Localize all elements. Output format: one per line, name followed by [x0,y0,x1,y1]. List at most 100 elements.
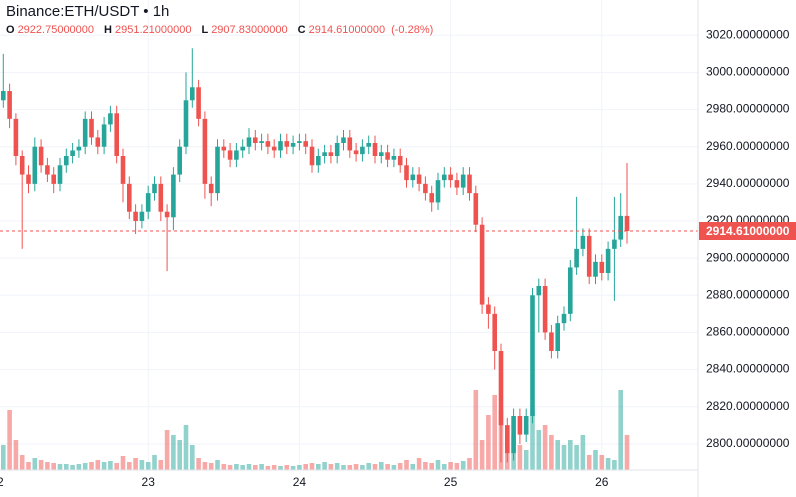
volume-bar [234,464,239,470]
volume-bar [473,390,479,470]
candle-body [297,141,302,143]
volume-bar [479,440,485,470]
volume-bar [416,458,422,470]
volume-bar [152,455,157,470]
volume-bar [334,463,340,470]
volume-bar [599,455,605,470]
y-tick-label: 2840.00000000 [706,362,790,376]
volume-bar [379,462,384,470]
volume-bar [429,463,434,470]
legend-value: 2907.83000000 [211,24,287,36]
volume-bar [278,466,283,470]
candle-body [353,150,359,155]
volume-bar [555,440,560,470]
candle-body [593,261,598,277]
volume-bar [26,462,31,470]
volume-bar [13,440,19,470]
candle-body [265,141,271,147]
candle-body [580,235,586,249]
volume-bar [64,464,69,470]
volume-bar [95,460,101,470]
volume-bar [397,463,403,470]
candle-body [51,174,56,184]
candle-body [435,180,441,203]
candle-body [259,141,264,143]
candle-body [612,239,617,249]
candle-body [57,165,63,184]
candle-body [322,152,327,156]
candle-body [505,425,510,454]
candle-body [38,146,44,166]
candle-body [171,174,176,218]
volume-bar [448,462,453,470]
volume-bar [492,395,497,470]
candle-body [101,124,107,147]
volume-bar [133,458,138,470]
candle-body [127,183,132,212]
volume-bar [605,458,611,470]
legend-value: 2922.75000000 [18,24,94,36]
candle-body [19,156,25,175]
volume-bar [57,464,63,470]
volume-bar [322,462,327,470]
candle-body [234,150,239,160]
volume-bar [271,465,277,470]
volume-bar [127,462,132,470]
volume-bar [460,461,466,470]
candle-body [536,286,542,296]
y-tick-label: 2980.00000000 [706,102,790,116]
candle-body [196,87,201,119]
candle-body [599,261,605,273]
candle-body [303,141,308,147]
candle-body [605,248,611,273]
candle-body [410,174,416,181]
y-tick-label: 2820.00000000 [706,399,790,413]
legend-change: (-0.28%) [391,24,433,36]
candle-body [227,150,233,160]
volume-bar [561,445,567,470]
candle-body [360,146,365,155]
candle-body [1,91,6,101]
volume-bar [240,465,245,470]
volume-bar [486,415,491,470]
candle-body [152,183,157,194]
candle-body [246,137,252,147]
volume-bar [253,465,258,470]
volume-bar [366,463,371,470]
candle-body [240,146,245,151]
candle-body [221,146,227,151]
candle-body [404,165,409,181]
candle-body [177,146,182,175]
volume-bar [341,465,346,470]
volume-bar [454,463,460,470]
candle-body [7,91,12,119]
candle-body [379,152,384,156]
candle-body [624,215,630,232]
volume-bar [19,455,25,470]
candle-body [120,156,126,184]
candle-body [618,215,623,240]
volume-bar [114,463,119,470]
volume-bar [158,460,164,470]
volume-bar [586,455,592,470]
candle-body [108,113,113,125]
candle-body [70,150,75,156]
volume-bar [1,445,6,470]
candle-body [328,152,334,156]
grid [0,0,698,470]
y-tick-label: 3020.00000000 [706,27,790,41]
x-tick-label: 24 [293,475,307,489]
volume-bar [347,465,353,470]
candle-body [498,351,504,426]
x-tick-label: 26 [595,475,609,489]
candle-body [372,143,378,156]
candle-body [391,156,397,160]
volume-bar [190,445,195,470]
candle-body [454,180,460,188]
volume-bar [290,466,296,470]
volume-bar [171,435,176,470]
y-tick-label: 2960.00000000 [706,139,790,153]
volume-bar [372,464,378,470]
candle-body [82,118,88,147]
volume-bar [612,460,617,470]
